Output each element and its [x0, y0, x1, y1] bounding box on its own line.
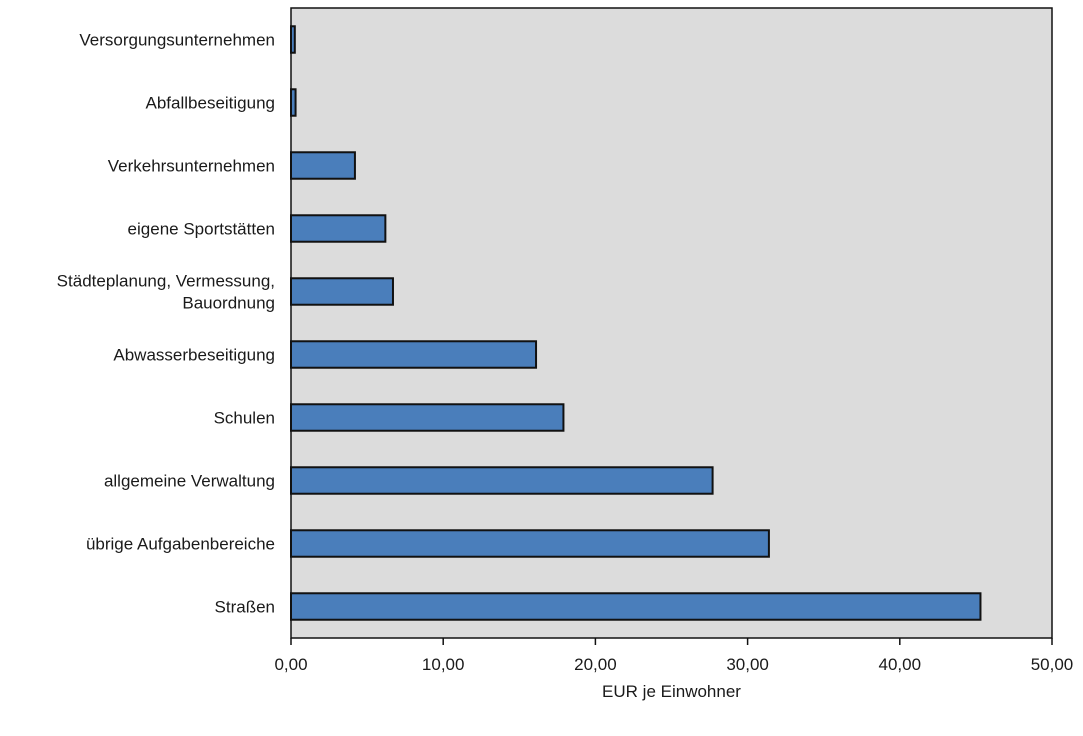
bar: [290, 214, 387, 243]
bar: [290, 151, 356, 180]
category-label: Abwasserbeseitigung: [113, 346, 275, 365]
x-tick-label: 40,00: [879, 655, 922, 674]
bar: [290, 340, 538, 369]
bar: [290, 88, 297, 117]
category-label: eigene Sportstätten: [128, 220, 275, 239]
category-label: Abfallbeseitigung: [146, 94, 275, 113]
category-label: Schulen: [214, 409, 275, 428]
bar: [290, 466, 714, 495]
x-tick-label: 30,00: [726, 655, 769, 674]
category-label: Verkehrsunternehmen: [108, 157, 275, 176]
bar: [290, 592, 982, 621]
category-label: übrige Aufgabenbereiche: [86, 535, 275, 554]
x-tick-label: 20,00: [574, 655, 617, 674]
x-tick-label: 50,00: [1031, 655, 1074, 674]
bar: [290, 25, 296, 54]
category-label: Versorgungsunternehmen: [79, 31, 275, 50]
bar: [290, 403, 565, 432]
x-axis-title: EUR je Einwohner: [602, 682, 741, 701]
category-labels: Versorgungsunternehmen Abfallbeseitigung V…: [57, 31, 275, 617]
category-label: Straßen: [215, 598, 275, 617]
category-label: allgemeine Verwaltung: [104, 472, 275, 491]
x-tick-label: 10,00: [422, 655, 465, 674]
x-tick-label: 0,00: [274, 655, 307, 674]
x-axis-ticks: 0,00 10,00 20,00 30,00 40,00 50,00: [274, 638, 1073, 674]
bar: [290, 277, 394, 306]
category-label: Städteplanung, Vermessung, Bauordnung: [57, 272, 275, 313]
bars-layer: [290, 25, 982, 621]
bar: [290, 529, 770, 558]
